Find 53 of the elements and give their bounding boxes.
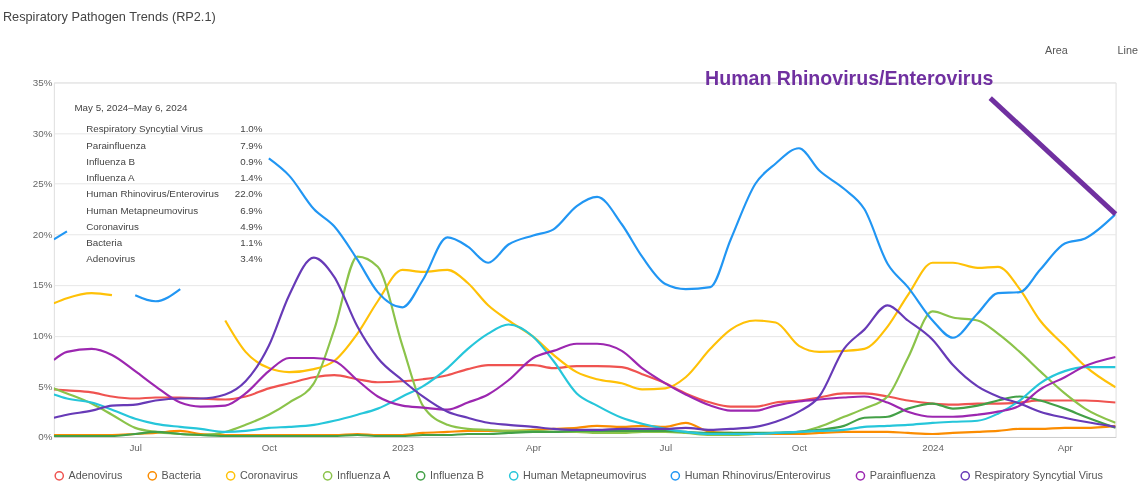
- annotation: May 5, 2024–May 6, 2024: [74, 101, 189, 113]
- legend-label: Coronavirus: [239, 468, 299, 481]
- x-tick-label: Apr: [1057, 442, 1074, 454]
- annotation: Human Metapneumovirus: [86, 204, 199, 216]
- line-series: [53, 421, 1116, 437]
- x-tick-label: Oct: [791, 442, 808, 454]
- annotation: Influenza A: [86, 172, 136, 184]
- line-series: [53, 395, 1116, 437]
- y-tick-label: 20%: [32, 228, 53, 240]
- x-tick-label: Jul: [659, 442, 673, 454]
- annotation: Bacteria: [86, 237, 123, 249]
- x-tick-label: Apr: [526, 442, 543, 454]
- annotation: 7.9%: [240, 139, 263, 151]
- annotation: Respiratory Syncytial Virus: [86, 123, 203, 135]
- y-tick-label: 30%: [32, 127, 53, 139]
- legend-label: Human Metapneumovirus: [523, 468, 647, 481]
- annotation: Human Rhinovirus/Enterovirus: [705, 67, 994, 90]
- annotation: Human Rhinovirus/Enterovirus: [86, 188, 219, 200]
- y-tick-label: 10%: [32, 330, 53, 342]
- annotation: 22.0%: [234, 188, 263, 200]
- annotation: Coronavirus: [86, 220, 140, 232]
- x-tick-label: 2024: [922, 442, 945, 454]
- annotation: 3.4%: [240, 253, 263, 265]
- y-tick-label: 0%: [38, 431, 53, 443]
- legend-label: Respiratory Syncytial Virus: [974, 468, 1103, 481]
- legend-label: Human Rhinovirus/Enterovirus: [684, 468, 831, 481]
- y-tick-label: 25%: [32, 178, 53, 190]
- x-tick-label: Oct: [261, 442, 278, 454]
- y-tick-label: 15%: [32, 279, 53, 291]
- legend-label: Bacteria: [161, 468, 202, 481]
- annotation: 1.1%: [240, 237, 263, 249]
- legend-label: Influenza A: [336, 468, 392, 481]
- annotation: Parainfluenza: [86, 139, 147, 151]
- line-series: [53, 363, 1116, 408]
- legend-label: Parainfluenza: [869, 468, 936, 481]
- line-series: [53, 342, 1116, 418]
- annotation: 1.4%: [240, 172, 263, 184]
- legend-label: Influenza B: [429, 468, 484, 481]
- x-tick-label: 2023: [392, 442, 415, 454]
- text: Area: [1045, 44, 1068, 57]
- x-tick-label: Jul: [129, 442, 142, 454]
- chart-title: Respiratory Pathogen Trends (RP2.1): [2, 8, 216, 24]
- legend-label: Adenovirus: [68, 468, 123, 481]
- annotation: Influenza B: [86, 155, 136, 167]
- line-series: [53, 323, 1116, 436]
- annotation: 6.9%: [240, 204, 263, 216]
- y-tick-label: 5%: [38, 380, 53, 392]
- annotation: 4.9%: [240, 220, 263, 232]
- annotation: Adenovirus: [86, 253, 136, 265]
- y-tick-label: 35%: [32, 76, 53, 88]
- text: Line: [1117, 44, 1138, 57]
- annotation: 0.9%: [240, 155, 263, 167]
- annotation: 1.0%: [240, 123, 263, 135]
